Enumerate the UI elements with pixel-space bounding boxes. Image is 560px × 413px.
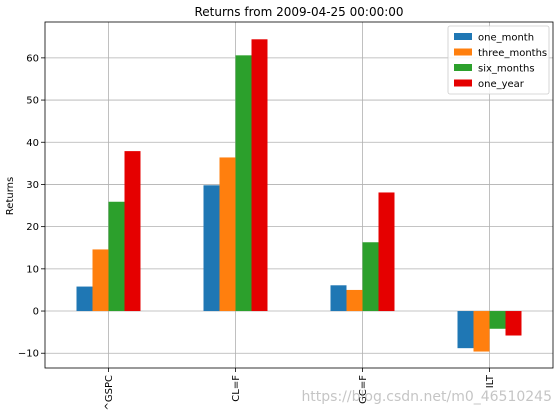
y-axis-label: Returns	[5, 177, 16, 215]
legend-box	[447, 25, 550, 95]
bar-six_months-2	[362, 242, 379, 312]
bar-three_months-3	[473, 311, 490, 352]
bar-one_year-1	[251, 39, 268, 312]
legend-swatch-six_months	[454, 64, 472, 71]
bar-one_year-2	[378, 192, 395, 312]
y-tick-label-6: 50	[26, 96, 39, 107]
bar-one_year-0	[124, 151, 141, 312]
bar-one_month-3	[457, 311, 474, 349]
axes: −10 0 10 20 30 40 50 60 ^GSPC CL=F GC=F ILT	[18, 21, 554, 411]
legend-label-one_year: one_year	[478, 79, 525, 90]
chart-title: Returns from 2009-04-25 00:00:00	[194, 5, 403, 19]
watermark-text: https://blog.csdn.net/m0_46510245	[301, 389, 552, 405]
bar-one_month-2	[330, 285, 347, 312]
y-tick-label-0: −10	[18, 349, 39, 360]
legend-swatch-one_year	[454, 79, 472, 87]
bar-one_month-0	[76, 286, 93, 312]
bar-six_months-1	[235, 55, 252, 312]
bar-three_months-0	[92, 249, 109, 312]
legend: one_month three_months six_months one_year	[447, 25, 550, 95]
y-tick-label-1: 0	[33, 307, 39, 318]
bar-six_months-3	[489, 311, 506, 329]
legend-label-three_months: three_months	[478, 48, 547, 59]
legend-label-six_months: six_months	[478, 64, 535, 75]
x-tick-label-0: ^GSPC	[104, 375, 115, 411]
legend-label-one_month: one_month	[478, 33, 534, 44]
y-tick-label-5: 40	[26, 138, 39, 149]
x-tick-label-1: CL=F	[231, 375, 242, 402]
x-tick-label-3: ILT	[485, 374, 496, 388]
plot-frame	[44, 21, 554, 369]
y-tick-label-3: 20	[26, 222, 39, 233]
y-tick-label-7: 60	[26, 53, 39, 64]
bar-six_months-0	[108, 201, 125, 312]
y-tick-label-4: 30	[26, 180, 39, 191]
x-tick-label-2: GC=F	[358, 375, 369, 404]
bar-one_month-1	[203, 185, 220, 312]
legend-swatch-three_months	[454, 48, 472, 56]
bar-three_months-1	[219, 157, 236, 312]
legend-swatch-one_month	[454, 33, 472, 40]
bar-three_months-2	[346, 289, 363, 312]
y-tick-label-2: 10	[26, 264, 39, 275]
bars	[76, 39, 522, 352]
bar-one_year-3	[505, 311, 522, 336]
